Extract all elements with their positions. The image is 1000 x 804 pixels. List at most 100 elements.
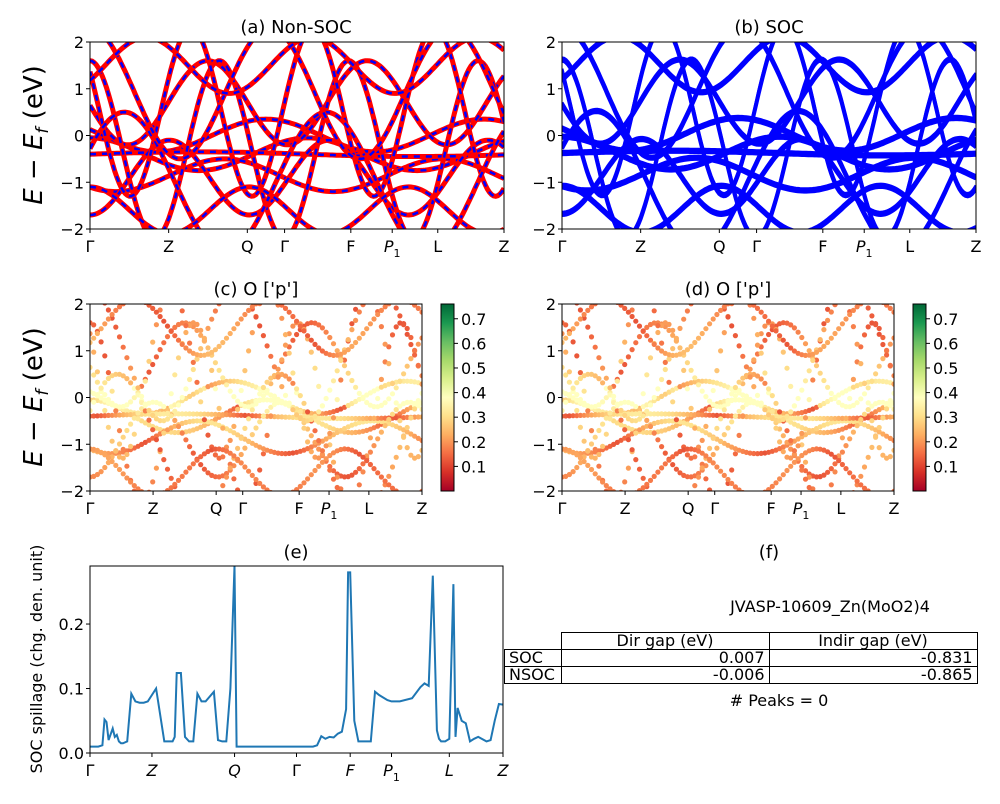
projected-point bbox=[175, 402, 182, 408]
projected-point bbox=[884, 406, 890, 412]
projected-point bbox=[135, 385, 141, 391]
projected-point bbox=[566, 330, 573, 337]
projected-point bbox=[744, 492, 749, 497]
projected-point bbox=[707, 398, 713, 404]
projected-point bbox=[102, 407, 108, 414]
projected-point bbox=[415, 454, 421, 460]
projected-point bbox=[393, 400, 399, 406]
projected-point bbox=[209, 411, 215, 417]
projected-point bbox=[725, 476, 731, 483]
projected-point bbox=[611, 298, 616, 303]
projected-point bbox=[201, 466, 207, 472]
projected-point bbox=[622, 412, 628, 418]
projected-point bbox=[880, 341, 886, 348]
projected-point bbox=[592, 412, 598, 418]
projected-point bbox=[791, 415, 798, 421]
projected-point bbox=[788, 345, 794, 351]
projected-point bbox=[113, 307, 119, 313]
projected-point bbox=[220, 454, 226, 460]
projected-point bbox=[603, 375, 609, 381]
projected-point bbox=[371, 404, 377, 410]
projected-point bbox=[94, 413, 100, 419]
projected-point bbox=[330, 415, 337, 421]
projected-point bbox=[223, 382, 230, 388]
projected-point bbox=[305, 439, 311, 445]
projected-point bbox=[600, 421, 606, 427]
projected-point bbox=[330, 476, 337, 482]
projected-point bbox=[858, 482, 864, 488]
projected-point bbox=[282, 373, 289, 379]
projected-point bbox=[880, 493, 885, 498]
xtick-label: Z bbox=[971, 237, 982, 256]
projected-point bbox=[655, 411, 661, 417]
projected-point bbox=[91, 399, 97, 405]
projected-point bbox=[754, 305, 761, 311]
projected-point bbox=[334, 368, 340, 374]
projected-point bbox=[345, 429, 351, 435]
projected-point bbox=[699, 388, 705, 394]
panel-d-title: (d) O ['p'] bbox=[685, 279, 771, 300]
projected-point bbox=[227, 437, 233, 443]
projected-point bbox=[644, 333, 650, 339]
projected-point bbox=[633, 457, 639, 463]
projected-point bbox=[588, 441, 595, 447]
projected-point bbox=[319, 448, 325, 454]
band-line-soc bbox=[107, 42, 504, 161]
projected-point bbox=[205, 325, 211, 331]
projected-point bbox=[227, 461, 233, 467]
projected-point bbox=[172, 408, 178, 414]
projected-point bbox=[249, 413, 255, 419]
projected-point bbox=[754, 414, 761, 420]
projected-point bbox=[212, 411, 218, 417]
projected-point bbox=[327, 334, 333, 341]
projected-point bbox=[401, 371, 407, 377]
projected-point bbox=[600, 479, 606, 485]
projected-point bbox=[692, 425, 698, 431]
projected-point bbox=[836, 399, 842, 406]
projected-point bbox=[227, 465, 233, 471]
projected-point bbox=[887, 341, 893, 347]
cell-dir: -0.006 bbox=[560, 666, 770, 684]
xtick-label: Z bbox=[889, 499, 900, 518]
projected-point bbox=[183, 386, 189, 392]
projected-point bbox=[260, 484, 266, 490]
projected-point bbox=[806, 397, 812, 403]
projected-point bbox=[341, 446, 348, 452]
projected-point bbox=[832, 461, 838, 467]
projected-point bbox=[271, 393, 277, 399]
projected-point bbox=[90, 364, 93, 370]
projected-point bbox=[120, 471, 126, 477]
projected-point bbox=[235, 406, 241, 412]
projected-point bbox=[891, 335, 894, 341]
colorbar-tick-label: 0.2 bbox=[461, 433, 486, 452]
projected-point bbox=[146, 407, 152, 413]
projected-point bbox=[157, 401, 163, 407]
projected-point bbox=[891, 437, 894, 444]
projected-point bbox=[290, 370, 296, 376]
projected-point bbox=[644, 408, 650, 414]
projected-point bbox=[666, 321, 672, 327]
projected-point bbox=[651, 430, 657, 436]
projected-point bbox=[330, 341, 337, 347]
projected-point bbox=[367, 435, 373, 441]
projected-point bbox=[644, 481, 650, 487]
projected-point bbox=[647, 477, 654, 483]
projected-point bbox=[655, 469, 661, 475]
projected-point bbox=[854, 478, 860, 484]
projected-point bbox=[843, 443, 849, 449]
projected-point bbox=[854, 400, 860, 406]
panel-e-title: (e) bbox=[283, 542, 308, 563]
projected-point bbox=[286, 414, 292, 420]
projected-point bbox=[212, 386, 218, 392]
projected-point bbox=[681, 349, 687, 355]
projected-point bbox=[710, 387, 716, 394]
projected-point bbox=[305, 333, 311, 339]
material-id: JVASP-10609_Zn(MoO2)4 bbox=[729, 597, 930, 617]
projected-point bbox=[873, 297, 878, 302]
projected-point bbox=[190, 359, 196, 365]
projected-point bbox=[282, 451, 289, 457]
projected-point bbox=[699, 437, 705, 443]
projected-point bbox=[644, 417, 650, 423]
projected-point bbox=[662, 366, 668, 373]
projected-point bbox=[729, 480, 735, 486]
